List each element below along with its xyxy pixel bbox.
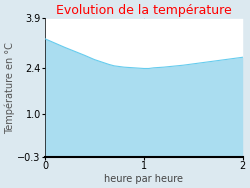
Y-axis label: Température en °C: Température en °C xyxy=(4,42,15,133)
X-axis label: heure par heure: heure par heure xyxy=(104,174,183,184)
Title: Evolution de la température: Evolution de la température xyxy=(56,4,232,17)
